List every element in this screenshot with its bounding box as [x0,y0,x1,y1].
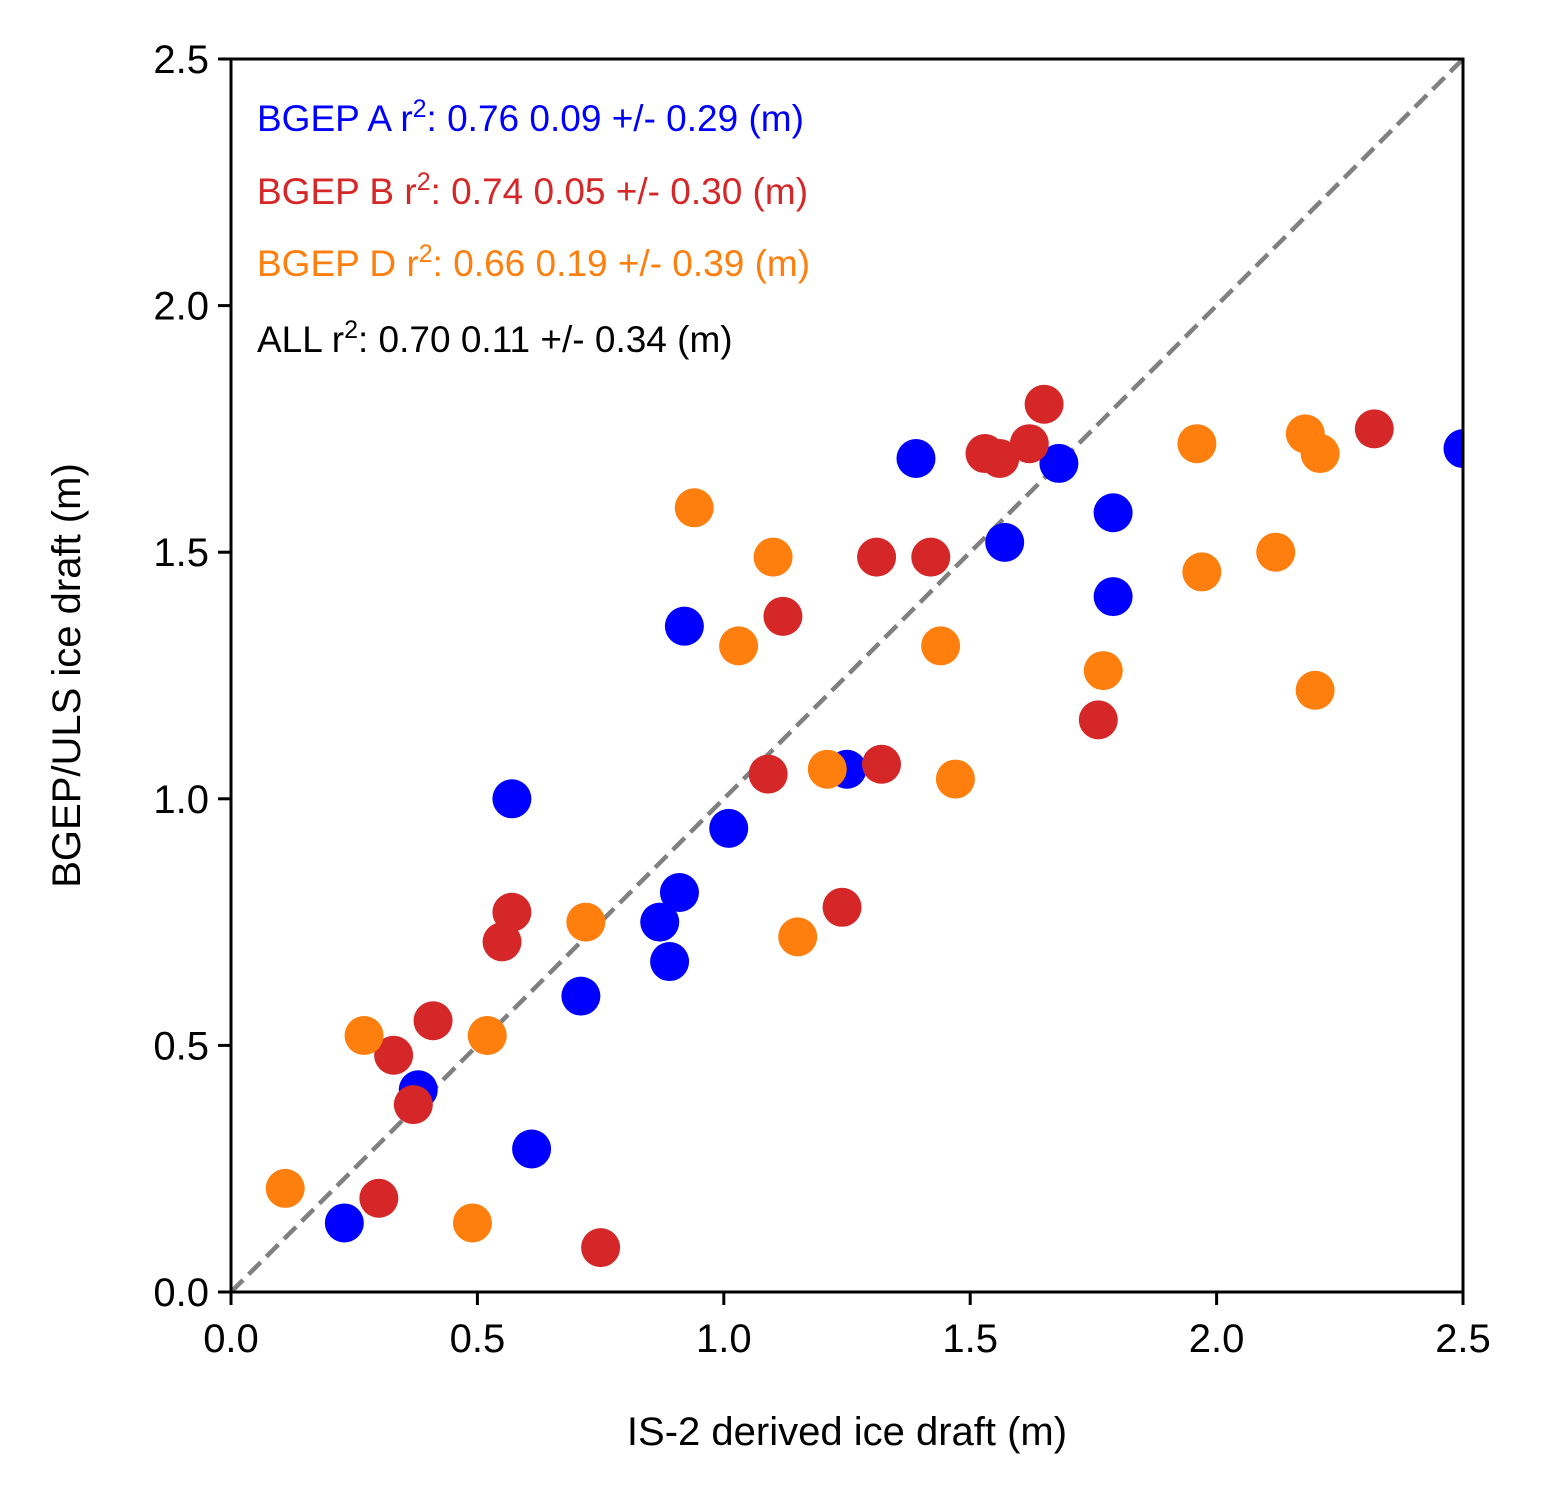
data-point-bgep-d [1256,532,1296,572]
data-point-bgep-d [935,759,975,799]
x-tick-label: 0.5 [450,1317,506,1361]
data-point-bgep-a [324,1203,364,1243]
x-axis-ticks: 0.0 0.5 1.0 1.5 2.0 2.5 [203,1292,1491,1361]
annotation-label: ALL [257,319,332,360]
annotation-superscript: 2 [344,316,358,344]
x-axis-label: IS-2 derived ice draft (m) [627,1410,1067,1454]
data-point-bgep-d [265,1168,305,1208]
data-point-bgep-b [1024,384,1064,424]
stats-annotation: BGEP A r2: 0.76 0.09 +/- 0.29 (m) [257,95,804,139]
data-point-bgep-a [492,779,532,819]
annotation-value: : 0.74 0.05 +/- 0.30 (m) [431,171,808,212]
data-point-bgep-d [753,537,793,577]
data-point-bgep-d [467,1016,507,1056]
data-point-bgep-a [896,438,936,478]
data-point-bgep-a [985,522,1025,562]
stats-annotation: BGEP B r2: 0.74 0.05 +/- 0.30 (m) [257,168,808,212]
annotation-superscript: 2 [413,95,427,123]
annotation-stat: r [400,98,412,139]
data-point-bgep-b [748,754,788,794]
data-point-bgep-d [807,749,847,789]
data-point-bgep-b [861,744,901,784]
data-point-bgep-b [413,1001,453,1041]
annotation-stat: r [332,319,344,360]
x-tick-label: 0.0 [203,1317,259,1361]
data-point-bgep-d [1177,424,1217,464]
data-point-bgep-b [374,1035,414,1075]
stats-annotation: BGEP D r2: 0.66 0.19 +/- 0.39 (m) [257,240,810,284]
data-point-bgep-b [1009,424,1049,464]
data-point-bgep-a [664,606,704,646]
x-tick-label: 1.5 [942,1317,998,1361]
stats-annotation: ALL r2: 0.70 0.11 +/- 0.34 (m) [257,316,733,360]
data-point-bgep-b [1354,409,1394,449]
data-point-bgep-b [822,887,862,927]
y-tick-label: 1.5 [153,531,209,575]
annotation-superscript: 2 [419,240,433,268]
x-tick-label: 2.5 [1435,1317,1491,1361]
annotation-superscript: 2 [417,168,431,196]
annotation-value: : 0.66 0.19 +/- 0.39 (m) [433,243,810,284]
data-point-bgep-a [640,902,680,942]
data-point-bgep-a [512,1129,552,1169]
data-point-bgep-b [482,922,522,962]
data-point-bgep-d [921,626,961,666]
x-tick-label: 1.0 [696,1317,752,1361]
data-point-bgep-d [1295,670,1335,710]
y-tick-label: 2.0 [153,285,209,329]
data-point-bgep-b [857,537,897,577]
y-tick-label: 0.0 [153,1271,209,1315]
data-point-bgep-b [581,1228,621,1268]
data-point-bgep-a [1093,493,1133,533]
annotation-label: BGEP B [257,171,404,212]
data-point-bgep-b [492,892,532,932]
annotation-label: BGEP A [257,98,400,139]
y-axis-label: BGEP/ULS ice draft (m) [45,463,89,888]
y-tick-label: 0.5 [153,1024,209,1068]
data-point-bgep-b [763,596,803,636]
data-point-bgep-a [659,873,699,913]
data-point-bgep-d [719,626,759,666]
data-point-bgep-b [1078,700,1118,740]
data-point-bgep-a [1039,443,1079,483]
data-point-bgep-d [566,902,606,942]
data-point-bgep-a [709,808,749,848]
data-point-bgep-d [452,1203,492,1243]
data-point-bgep-d [778,917,818,957]
y-tick-label: 2.5 [153,38,209,82]
annotation-stat: r [404,171,416,212]
annotation-value: : 0.76 0.09 +/- 0.29 (m) [427,98,804,139]
data-point-bgep-d [674,488,714,528]
y-axis-ticks: 0.0 0.5 1.0 1.5 2.0 2.5 [153,38,231,1315]
y-tick-label: 1.0 [153,778,209,822]
data-point-bgep-d [344,1016,384,1056]
annotation-label: BGEP D [257,243,406,284]
data-point-bgep-b [393,1085,433,1125]
data-point-bgep-b [359,1178,399,1218]
data-point-bgep-b [980,438,1020,478]
stats-annotations: BGEP A r2: 0.76 0.09 +/- 0.29 (m)BGEP B … [257,95,810,360]
annotation-value: : 0.70 0.11 +/- 0.34 (m) [358,319,733,360]
axes-frame [229,57,1465,1294]
data-point-bgep-d [1182,552,1222,592]
data-points [265,384,1463,1268]
data-point-bgep-b [911,537,951,577]
data-point-bgep-a [561,976,601,1016]
annotation-stat: r [406,243,418,284]
data-point-bgep-a [650,942,690,982]
data-point-bgep-d [1300,434,1340,474]
data-point-bgep-a [1443,429,1463,469]
x-tick-label: 2.0 [1189,1317,1245,1361]
data-point-bgep-a [1093,577,1133,617]
data-point-bgep-d [1083,651,1123,691]
